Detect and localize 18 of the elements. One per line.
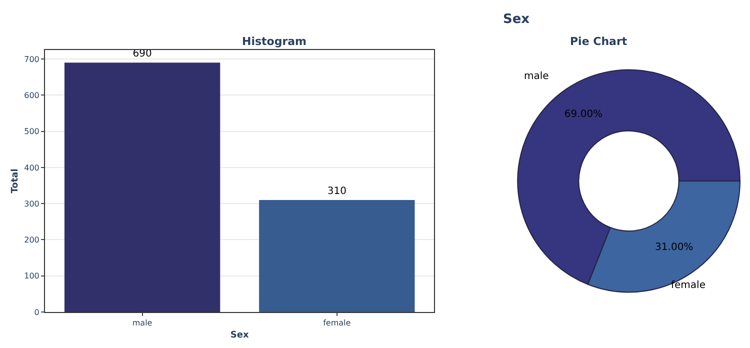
data-label: 310 <box>327 186 346 197</box>
y-tick-label: 300 <box>24 199 40 208</box>
y-tick-label: 100 <box>24 272 40 281</box>
y-tick-label: 500 <box>24 127 40 136</box>
data-label: 69.00% <box>564 108 603 120</box>
slice-label: male <box>524 71 549 82</box>
y-axis-title: Total <box>10 168 20 194</box>
text: Sex <box>503 12 530 27</box>
data-label: 31.00% <box>655 242 694 254</box>
x-axis-title: Sex <box>230 330 249 340</box>
y-tick-label: 400 <box>24 163 40 172</box>
chart-title: Histogram <box>242 35 307 48</box>
chart-title: Pie Chart <box>570 35 628 48</box>
slice-label: female <box>671 280 706 291</box>
y-tick-label: 700 <box>24 54 40 64</box>
y-tick-label: 600 <box>24 90 40 100</box>
y-tick-label: 0 <box>34 308 40 317</box>
y-tick-label: 200 <box>24 236 40 245</box>
